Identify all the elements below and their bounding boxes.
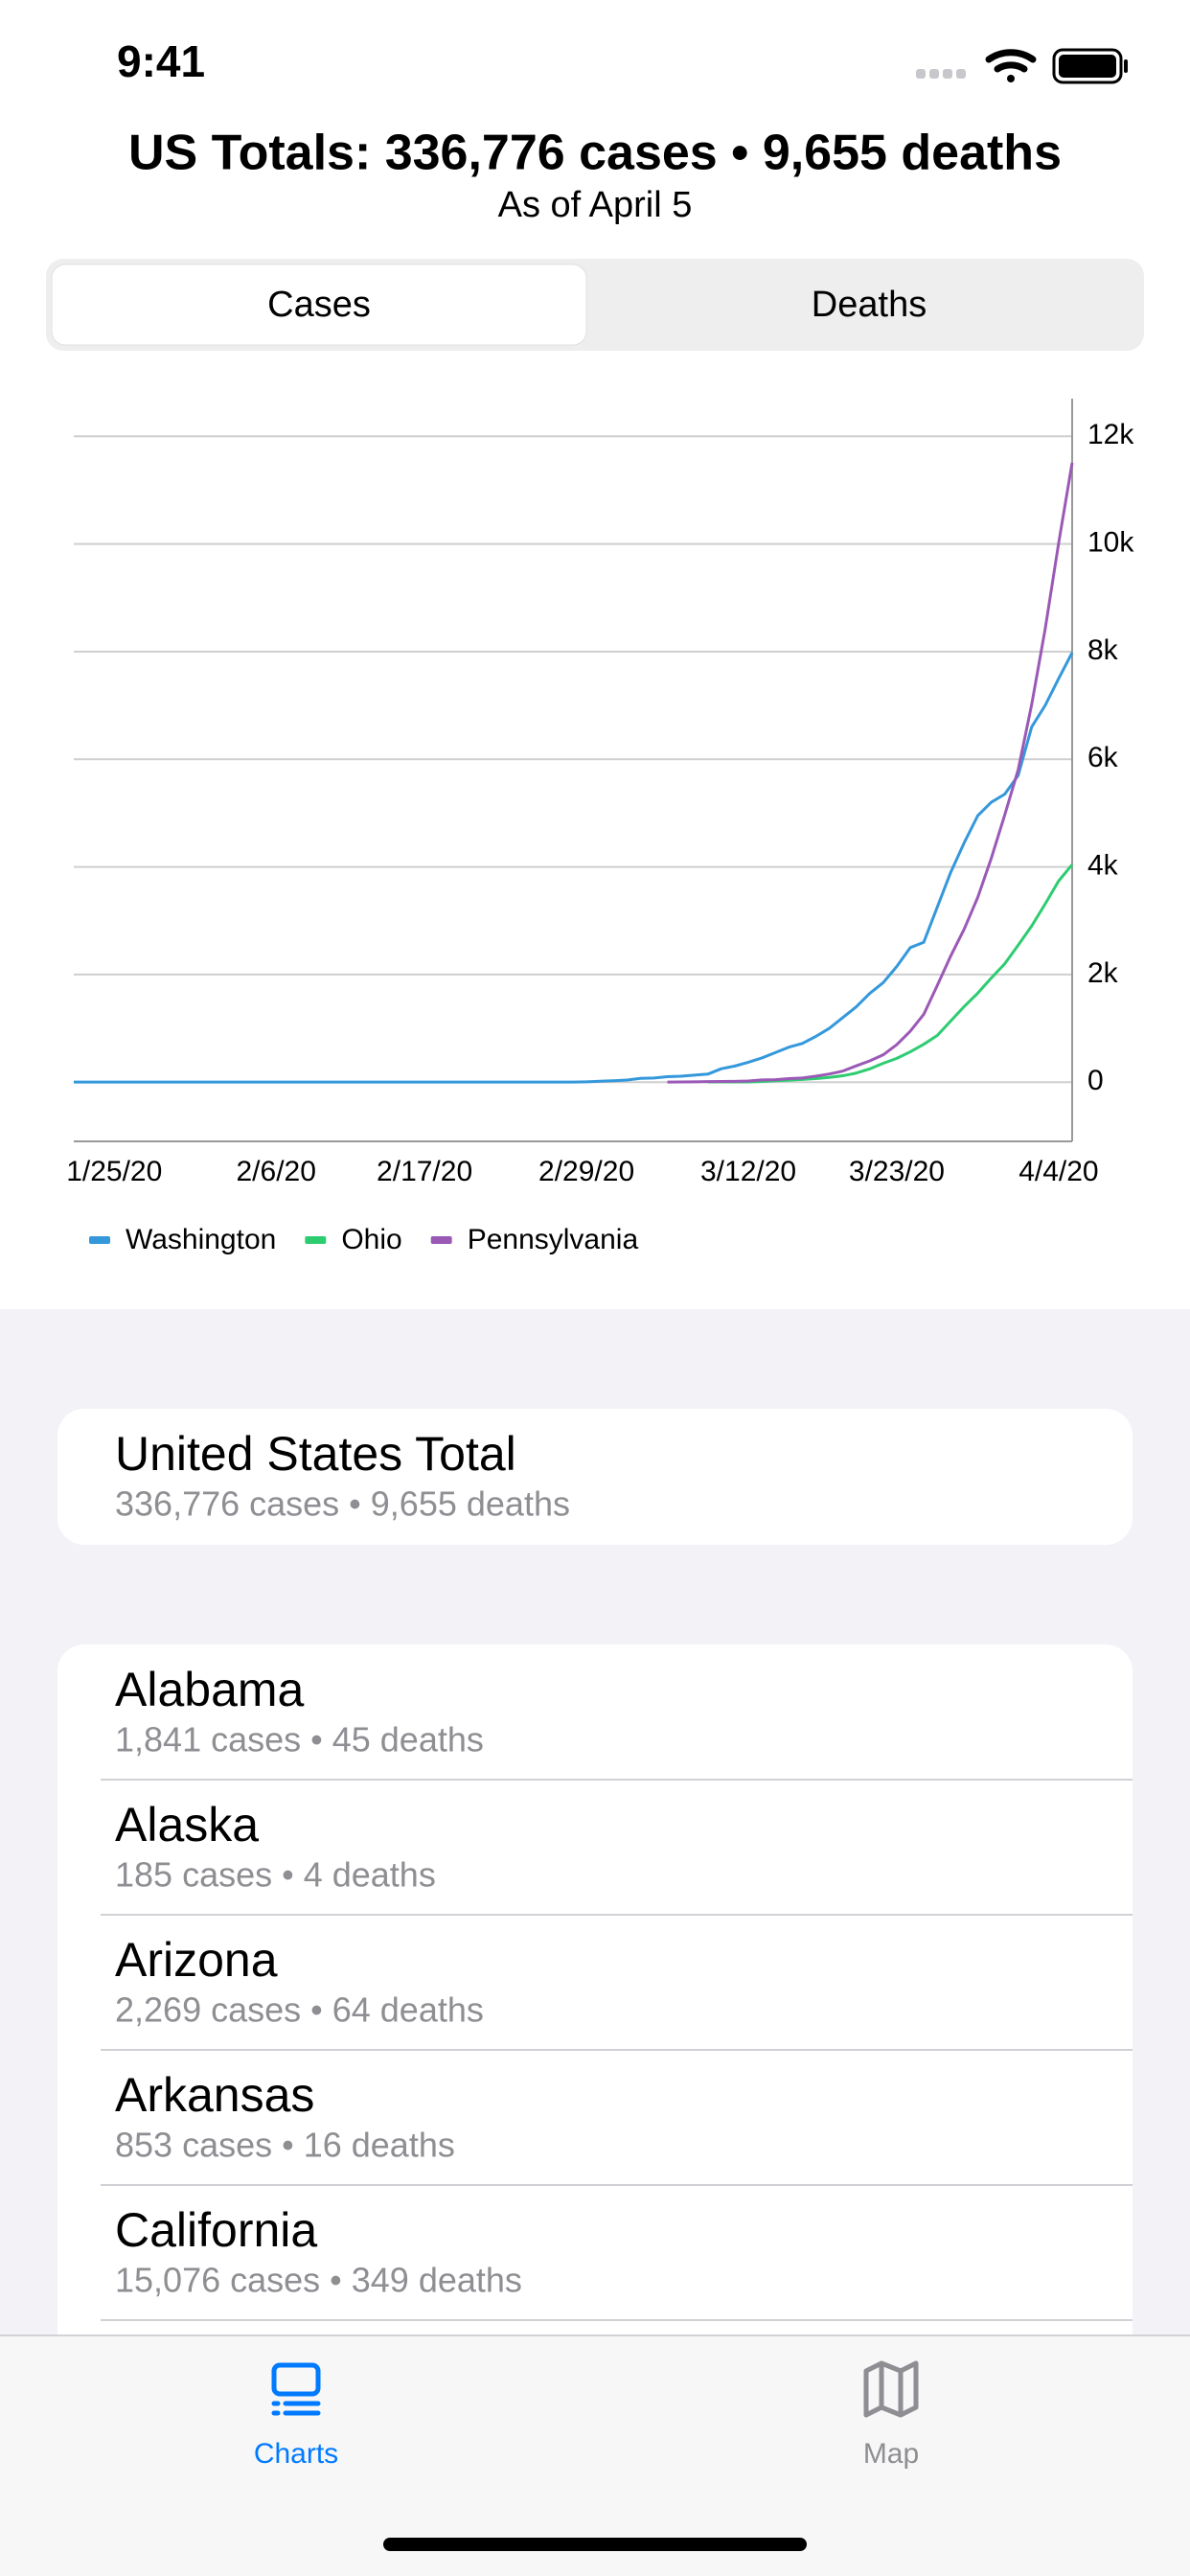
header-subtitle: As of April 5 <box>498 185 693 225</box>
tab-label[interactable]: Map <box>863 2438 919 2470</box>
row-subtitle: 1,841 cases • 45 deaths <box>115 1720 484 1760</box>
total-card[interactable] <box>57 1409 1133 1545</box>
row-title: Alabama <box>115 1663 305 1716</box>
legend-label: Pennsylvania <box>468 1224 639 1255</box>
battery-icon <box>1052 48 1128 84</box>
legend-marker <box>89 1236 110 1244</box>
list-row[interactable]: Arkansas 853 cases • 16 deaths <box>101 2068 1133 2186</box>
x-tick-label: 1/25/20 <box>66 1156 162 1187</box>
charts-icon[interactable] <box>271 2362 321 2416</box>
row-title: Arkansas <box>115 2068 314 2122</box>
legend-marker <box>305 1236 327 1244</box>
tab-bar <box>0 2335 1190 2576</box>
segment-label[interactable]: Cases <box>267 285 371 325</box>
list-card <box>57 1644 1133 2430</box>
row-title: Alaska <box>115 1798 259 1852</box>
y-tick-label: 2k <box>1087 957 1119 989</box>
legend-label: Washington <box>126 1224 276 1255</box>
x-tick-label: 2/17/20 <box>377 1156 472 1187</box>
segment-selected[interactable] <box>51 264 587 346</box>
y-tick-label: 12k <box>1087 419 1134 450</box>
segment-label[interactable]: Deaths <box>812 285 927 325</box>
y-tick-label: 0 <box>1087 1065 1104 1096</box>
row-subtitle: 185 cases • 4 deaths <box>115 1855 436 1895</box>
status-time: 9:41 <box>117 36 205 86</box>
x-tick-label: 4/4/20 <box>1018 1156 1098 1187</box>
card-title: United States Total <box>115 1427 516 1481</box>
row-title: Arizona <box>115 1933 278 1987</box>
signal-icon <box>916 69 966 79</box>
tab-label[interactable]: Charts <box>254 2438 338 2470</box>
legend-marker <box>430 1236 452 1244</box>
x-tick-label: 3/12/20 <box>700 1156 796 1187</box>
top-background <box>0 0 1190 1309</box>
x-tick-label: 2/29/20 <box>538 1156 634 1187</box>
row-subtitle: 853 cases • 16 deaths <box>115 2126 455 2165</box>
header-title: US Totals: 336,776 cases • 9,655 deaths <box>128 126 1062 181</box>
y-tick-label: 8k <box>1087 634 1119 666</box>
list-row[interactable]: California 15,076 cases • 349 deaths <box>101 2203 1133 2321</box>
row-subtitle: 2,269 cases • 64 deaths <box>115 1990 484 2030</box>
card-subtitle: 336,776 cases • 9,655 deaths <box>115 1484 570 1524</box>
chart: 0 2k 4k 6k 8k 10k 12k 1/25/20 2/6/20 2/17/20 2/29/… <box>66 399 1134 1255</box>
y-tick-label: 10k <box>1087 527 1134 559</box>
series-line <box>667 462 1074 1084</box>
y-tick-label: 4k <box>1087 850 1119 882</box>
series-line <box>74 652 1074 1084</box>
map-icon[interactable] <box>863 2360 919 2418</box>
row-title: California <box>115 2203 317 2257</box>
wifi-icon <box>985 49 1037 82</box>
y-tick-label: 6k <box>1087 742 1119 773</box>
x-tick-label: 3/23/20 <box>849 1156 945 1187</box>
row-subtitle: 15,076 cases • 349 deaths <box>115 2261 522 2300</box>
legend-label: Ohio <box>341 1224 401 1255</box>
home-indicator <box>383 2538 807 2551</box>
x-tick-label: 2/6/20 <box>237 1156 316 1187</box>
